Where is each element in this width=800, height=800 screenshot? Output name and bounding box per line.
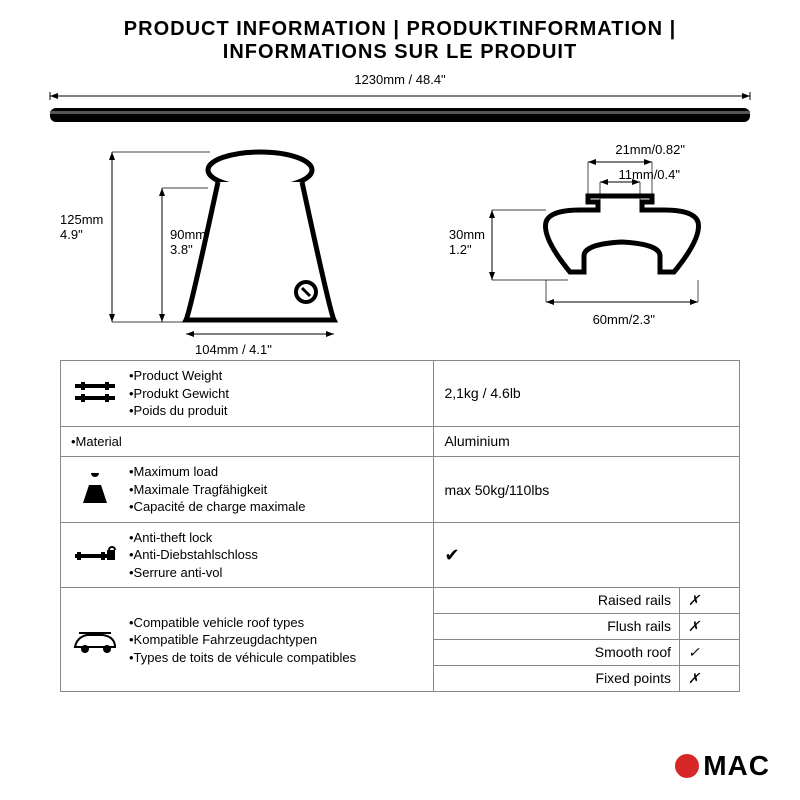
page-title: PRODUCT INFORMATION | PRODUKTINFORMATION…	[0, 0, 800, 72]
weight-value: 2,1kg / 4.6lb	[434, 361, 740, 427]
table-row: •Compatible vehicle roof types •Kompatib…	[61, 588, 740, 692]
foot-height-inner-label: 90mm 3.8"	[170, 227, 206, 257]
material-value: Aluminium	[434, 426, 740, 457]
lock-icon	[71, 540, 119, 570]
title-line2: INFORMATIONS SUR LE PRODUIT	[20, 41, 780, 64]
weight-bars-icon	[71, 378, 119, 408]
logo-dot-icon	[675, 754, 699, 778]
compat-values: Raised rails✗ Flush rails✗ Smooth roof✓ …	[434, 588, 740, 692]
lock-labels: •Anti-theft lock •Anti-Diebstahlschloss …	[129, 529, 258, 582]
rail-cross-section-diagram-icon	[450, 152, 750, 332]
vehicle-icon	[71, 623, 119, 657]
foot-width-label: 104mm / 4.1"	[195, 342, 272, 357]
compat-labels: •Compatible vehicle roof types •Kompatib…	[129, 614, 356, 667]
rail-slot-outer-label: 21mm/0.82"	[615, 142, 685, 157]
diagram-area: 1230mm / 48.4" 125mm 4.9"	[40, 72, 760, 352]
foot-height-outer-label: 125mm 4.9"	[60, 212, 103, 242]
title-line1: PRODUCT INFORMATION | PRODUKTINFORMATION…	[20, 18, 780, 41]
rail-width-label: 60mm/2.3"	[593, 312, 655, 327]
max-load-icon	[71, 473, 119, 507]
material-labels: •Material	[71, 433, 423, 451]
maxload-labels: •Maximum load •Maximale Tragfähigkeit •C…	[129, 463, 306, 516]
top-length-label: 1230mm / 48.4"	[40, 72, 760, 87]
spec-table: •Product Weight •Produkt Gewicht •Poids …	[60, 360, 740, 692]
table-row: •Maximum load •Maximale Tragfähigkeit •C…	[61, 457, 740, 523]
table-row: •Product Weight •Produkt Gewicht •Poids …	[61, 361, 740, 427]
logo-text: MAC	[703, 750, 770, 782]
top-bar-diagram-icon	[40, 90, 760, 132]
lock-value: ✔	[434, 522, 740, 588]
weight-labels: •Product Weight •Produkt Gewicht •Poids …	[129, 367, 229, 420]
rail-height-label: 30mm 1.2"	[449, 227, 485, 257]
foot-profile-diagram-icon	[100, 142, 360, 342]
table-row: •Anti-theft lock •Anti-Diebstahlschloss …	[61, 522, 740, 588]
maxload-value: max 50kg/110lbs	[434, 457, 740, 523]
table-row: •Material Aluminium	[61, 426, 740, 457]
brand-logo: MAC	[675, 750, 770, 782]
rail-slot-inner-label: 11mm/0.4"	[619, 167, 680, 182]
